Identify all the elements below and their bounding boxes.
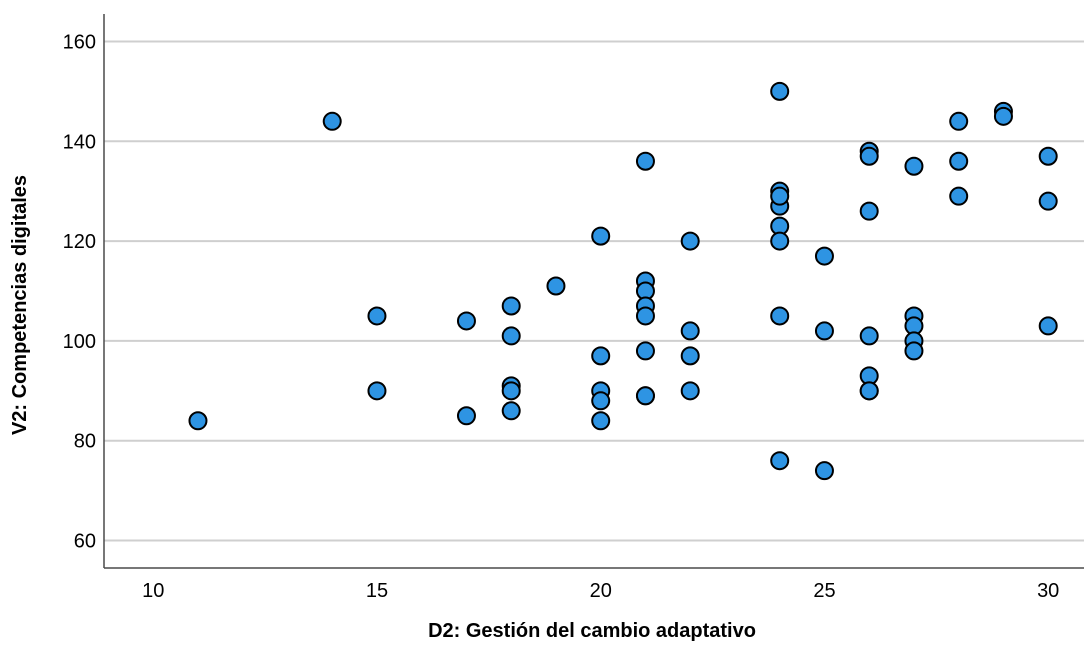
y-tick-label: 100 — [63, 331, 96, 353]
data-point — [770, 231, 790, 251]
data-point — [859, 381, 879, 401]
y-tick-label: 140 — [63, 131, 96, 153]
x-tick-labels: 10 15 20 25 30 — [142, 580, 1059, 602]
y-tick-label: 60 — [74, 531, 96, 553]
data-point — [680, 346, 700, 366]
data-point — [456, 311, 476, 331]
x-tick-label: 25 — [813, 580, 835, 602]
data-point — [993, 106, 1013, 126]
data-point — [680, 321, 700, 341]
data-point — [456, 406, 476, 426]
axes — [103, 14, 1084, 569]
data-point — [770, 451, 790, 471]
data-point — [591, 346, 611, 366]
data-point — [635, 386, 655, 406]
y-tick-label: 160 — [63, 31, 96, 53]
x-tick-label: 30 — [1037, 580, 1059, 602]
data-point — [591, 391, 611, 411]
x-axis-title: D2: Gestión del cambio adaptativo — [428, 620, 756, 642]
data-point — [949, 186, 969, 206]
data-point — [680, 381, 700, 401]
y-tick-label: 120 — [63, 231, 96, 253]
data-point — [501, 326, 521, 346]
data-point — [949, 151, 969, 171]
data-point — [1038, 146, 1058, 166]
data-point — [859, 201, 879, 221]
data-point — [367, 381, 387, 401]
data-point — [680, 231, 700, 251]
data-point — [501, 296, 521, 316]
data-point — [501, 381, 521, 401]
y-axis-title: V2: Competencias digitales — [9, 175, 31, 435]
data-point — [814, 246, 834, 266]
data-point — [904, 341, 924, 361]
data-point — [859, 326, 879, 346]
data-point — [188, 411, 208, 431]
data-point — [635, 341, 655, 361]
gridlines — [104, 40, 1084, 542]
y-tick-label: 80 — [74, 431, 96, 453]
x-tick-label: 15 — [366, 580, 388, 602]
data-point — [859, 146, 879, 166]
data-point — [1038, 316, 1058, 336]
data-point — [635, 306, 655, 326]
data-point — [501, 401, 521, 421]
data-point — [770, 306, 790, 326]
data-points — [188, 81, 1058, 481]
data-point — [635, 151, 655, 171]
x-tick-label: 20 — [590, 580, 612, 602]
data-point — [814, 461, 834, 481]
data-point — [367, 306, 387, 326]
data-point — [770, 81, 790, 101]
x-tick-label: 10 — [142, 580, 164, 602]
data-point — [814, 321, 834, 341]
data-point — [904, 156, 924, 176]
y-tick-labels: 60 80 100 120 140 160 — [63, 31, 96, 552]
data-point — [546, 276, 566, 296]
data-point — [591, 226, 611, 246]
data-point — [1038, 191, 1058, 211]
data-point — [770, 186, 790, 206]
data-point — [949, 111, 969, 131]
data-point — [591, 411, 611, 431]
data-point — [322, 111, 342, 131]
